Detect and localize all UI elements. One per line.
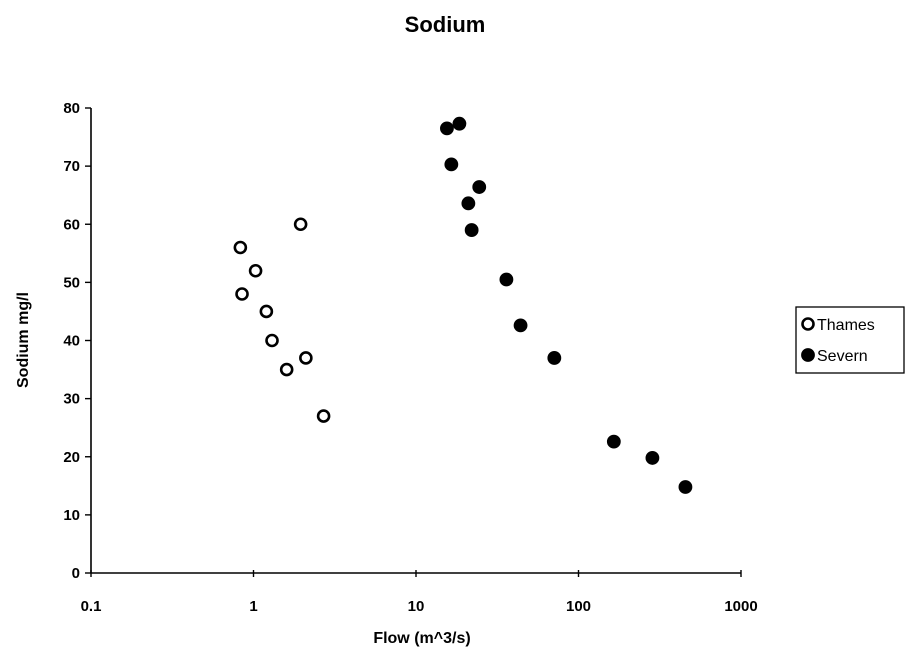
chart-title: Sodium: [405, 12, 486, 37]
thames-point: [299, 351, 313, 365]
thames-point: [233, 240, 248, 255]
y-axis-label: Sodium mg/l: [15, 292, 32, 388]
x-tick-label: 100: [566, 598, 591, 615]
legend-box: [795, 306, 905, 374]
thames-point: [293, 217, 308, 232]
thames-point: [265, 333, 279, 348]
legend-marker-thames: [801, 317, 815, 331]
severn-point: [499, 272, 514, 287]
y-tick-label: 10: [63, 507, 80, 524]
severn-point: [472, 180, 487, 194]
legend-label-severn: Severn: [817, 348, 868, 365]
legend-items: Thames Severn: [801, 317, 875, 365]
y-tick-label: 80: [63, 100, 80, 117]
thames-point: [235, 287, 249, 301]
severn-point: [513, 318, 528, 333]
severn-point: [464, 223, 479, 237]
y-tick-label: 70: [63, 158, 80, 175]
y-tick-label: 60: [63, 216, 80, 233]
severn-point: [645, 451, 660, 465]
severn-point: [547, 351, 562, 365]
x-tick-label: 0.1: [81, 598, 102, 615]
y-tick-label: 40: [63, 333, 80, 350]
x-axis-label: Flow (m^3/s): [373, 630, 470, 647]
x-tick-label: 1: [249, 598, 257, 615]
x-axis-ticks: 0.1 1 10 100 1000: [81, 570, 758, 615]
data-points: [233, 116, 693, 494]
legend-label-thames: Thames: [817, 317, 875, 334]
legend: Thames Severn: [795, 306, 905, 374]
thames-point: [316, 409, 331, 423]
severn-point: [678, 480, 693, 494]
legend-marker-severn: [801, 348, 815, 362]
thames-point: [248, 263, 263, 278]
y-tick-label: 50: [63, 274, 80, 291]
y-axis-ticks: 0 10 20 30 40 50 60 70 80: [63, 100, 91, 582]
y-tick-label: 20: [63, 449, 80, 466]
severn-point: [461, 196, 476, 211]
thames-point: [259, 304, 274, 319]
severn-point: [444, 157, 459, 172]
thames-point: [279, 362, 294, 377]
y-tick-label: 0: [72, 565, 80, 582]
severn-point: [440, 121, 454, 136]
x-tick-label: 10: [408, 598, 425, 615]
severn-point: [452, 116, 467, 131]
x-tick-label: 1000: [724, 598, 757, 615]
severn-point: [606, 434, 621, 449]
y-tick-label: 30: [63, 391, 80, 408]
